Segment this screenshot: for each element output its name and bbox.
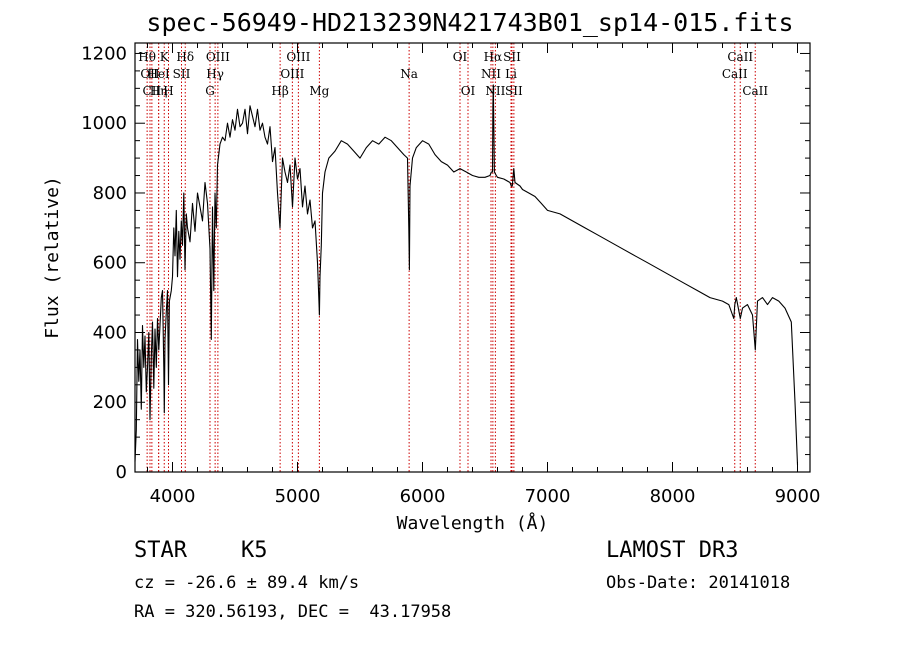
- y-axis-label: Flux (relative): [42, 176, 63, 339]
- x-tick-label: 9000: [775, 486, 821, 507]
- line-marker-label-13: OIII: [280, 67, 304, 81]
- line-marker-label-14: OIII: [286, 50, 310, 64]
- line-marker-label-19: NII: [481, 67, 501, 81]
- y-tick-label: 1200: [81, 43, 127, 64]
- line-marker-label-22: Li: [505, 67, 517, 81]
- line-marker-label-20: Hα: [484, 50, 503, 64]
- survey-name: LAMOST DR3: [606, 538, 739, 563]
- line-marker-label-5: K: [160, 50, 170, 64]
- observation-date: Obs-Date: 20141018: [606, 573, 791, 593]
- chart-title: spec-56949-HD213239N421743B01_sp14-015.f…: [146, 8, 794, 37]
- y-tick-label: 1000: [81, 113, 127, 134]
- line-marker-label-24: SII: [505, 84, 523, 98]
- y-tick-label: 600: [93, 253, 127, 274]
- x-tick-label: 7000: [525, 486, 571, 507]
- line-marker-label-11: OIII: [206, 50, 230, 64]
- line-marker-label-16: Na: [400, 67, 418, 81]
- coordinates: RA = 320.56193, DEC = 43.17958: [134, 602, 452, 622]
- line-marker-label-9: G: [205, 84, 215, 98]
- x-tick-label: 4000: [150, 486, 196, 507]
- object-class: STAR: [134, 538, 187, 563]
- y-tick-label: 0: [116, 462, 127, 483]
- line-marker-label-7: SII: [173, 67, 191, 81]
- x-tick-label: 5000: [275, 486, 321, 507]
- line-marker-label-17: OI: [453, 50, 468, 64]
- line-marker-label-12: Hβ: [271, 84, 288, 98]
- y-tick-label: 200: [93, 392, 127, 413]
- line-marker-label-21: NII: [485, 84, 505, 98]
- line-marker-label-1: OII: [140, 67, 160, 81]
- line-marker-label-0: Hθ: [138, 50, 156, 64]
- x-tick-label: 6000: [400, 486, 446, 507]
- line-marker-label-3: Hη: [150, 84, 168, 98]
- x-axis-label: Wavelength (Å): [397, 512, 549, 534]
- line-marker-label-6: H: [163, 84, 173, 98]
- line-marker-label-26: CaII: [727, 50, 753, 64]
- line-marker-label-4: HeI: [147, 67, 170, 81]
- line-marker-label-27: CaII: [742, 84, 768, 98]
- line-marker-label-10: Hγ: [206, 67, 224, 81]
- line-marker-label-8: Hδ: [176, 50, 194, 64]
- line-marker-label-15: Mg: [309, 84, 329, 98]
- x-tick-label: 8000: [650, 486, 696, 507]
- redshift-velocity: cz = -26.6 ± 89.4 km/s: [134, 573, 360, 593]
- plot-frame: [134, 42, 811, 473]
- spectrum-line: [134, 84, 799, 466]
- line-marker-label-25: CaII: [722, 67, 748, 81]
- line-marker-label-18: OI: [461, 84, 476, 98]
- y-tick-label: 800: [93, 183, 127, 204]
- object-subclass: K5: [241, 538, 268, 563]
- y-tick-label: 400: [93, 322, 127, 343]
- line-marker-label-23: SII: [503, 50, 521, 64]
- line-marker-label-2: CII: [143, 84, 162, 98]
